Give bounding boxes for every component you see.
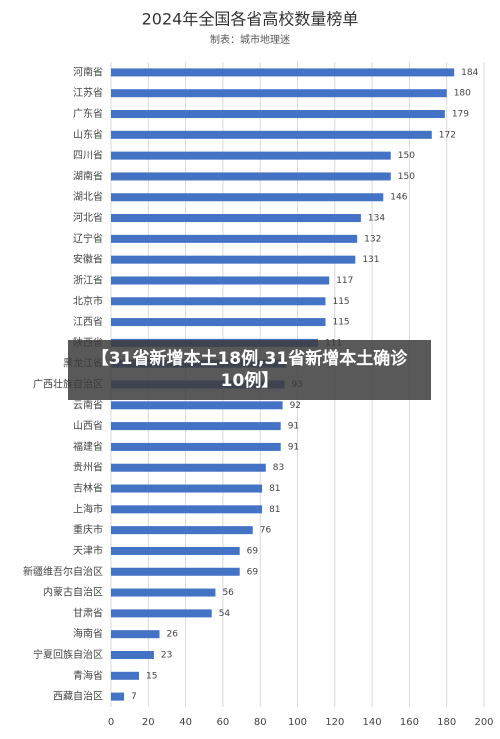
y-tick-label: 青海省 bbox=[73, 669, 103, 682]
value-label: 81 bbox=[269, 505, 280, 515]
value-label: 7 bbox=[131, 692, 137, 702]
bar bbox=[111, 151, 391, 160]
value-label: 69 bbox=[247, 546, 259, 556]
y-tick-label: 四川省 bbox=[73, 149, 103, 162]
y-tick-label: 甘肃省 bbox=[73, 606, 103, 619]
y-tick-label: 福建省 bbox=[73, 440, 103, 453]
bar bbox=[111, 255, 356, 264]
y-tick-label: 江西省 bbox=[73, 315, 103, 328]
value-label: 146 bbox=[390, 193, 407, 203]
value-label: 81 bbox=[269, 484, 280, 494]
value-label: 172 bbox=[439, 130, 456, 140]
bar bbox=[111, 692, 125, 701]
bar bbox=[111, 130, 432, 139]
bar bbox=[111, 193, 384, 202]
x-tick-label: 60 bbox=[217, 717, 230, 728]
y-tick-label: 河南省 bbox=[73, 65, 103, 78]
bar bbox=[111, 89, 447, 98]
bar bbox=[111, 401, 283, 410]
value-label: 131 bbox=[362, 255, 379, 265]
y-tick-label: 上海市 bbox=[73, 502, 103, 515]
value-label: 23 bbox=[161, 650, 172, 660]
value-label: 132 bbox=[364, 234, 381, 244]
value-label: 92 bbox=[290, 401, 301, 411]
y-tick-label: 内蒙古自治区 bbox=[43, 586, 103, 599]
bar bbox=[111, 567, 240, 576]
value-label: 184 bbox=[461, 68, 478, 78]
bar bbox=[111, 214, 361, 223]
x-tick-label: 100 bbox=[288, 717, 307, 728]
value-label: 69 bbox=[247, 567, 259, 577]
bar bbox=[111, 588, 216, 597]
value-label: 115 bbox=[332, 318, 349, 328]
value-label: 180 bbox=[454, 89, 471, 99]
bar bbox=[111, 526, 253, 535]
y-tick-label: 宁夏回族自治区 bbox=[33, 648, 103, 661]
bar bbox=[111, 442, 281, 451]
y-tick-label: 山东省 bbox=[73, 128, 103, 141]
bar bbox=[111, 609, 212, 618]
y-tick-label: 安徽省 bbox=[73, 253, 103, 266]
y-tick-label: 辽宁省 bbox=[73, 232, 103, 245]
bar bbox=[111, 546, 240, 555]
y-tick-label: 江苏省 bbox=[73, 86, 103, 99]
bar bbox=[111, 463, 266, 472]
value-label: 83 bbox=[273, 463, 284, 473]
x-tick-label: 200 bbox=[474, 717, 493, 728]
bar bbox=[111, 650, 154, 659]
value-label: 91 bbox=[288, 442, 299, 452]
value-label: 134 bbox=[368, 214, 385, 224]
value-label: 150 bbox=[398, 151, 415, 161]
y-tick-label: 北京市 bbox=[73, 294, 103, 307]
bar bbox=[111, 297, 326, 306]
bar bbox=[111, 671, 139, 680]
x-tick-label: 180 bbox=[437, 717, 456, 728]
bar bbox=[111, 630, 160, 639]
x-tick-label: 120 bbox=[325, 717, 344, 728]
value-label: 150 bbox=[398, 172, 415, 182]
value-label: 179 bbox=[452, 110, 469, 120]
y-tick-label: 海南省 bbox=[73, 627, 103, 640]
y-tick-label: 广东省 bbox=[73, 107, 103, 120]
bar bbox=[111, 110, 445, 119]
y-tick-label: 贵州省 bbox=[73, 461, 103, 474]
news-banner: 【31省新增本土18例,31省新增本土确诊10例】 bbox=[68, 340, 431, 400]
y-tick-label: 湖北省 bbox=[73, 190, 103, 203]
y-tick-label: 重庆市 bbox=[73, 523, 103, 536]
x-tick-label: 160 bbox=[400, 717, 419, 728]
bar bbox=[111, 234, 358, 243]
x-tick-label: 20 bbox=[142, 717, 155, 728]
y-tick-label: 天津市 bbox=[73, 544, 103, 557]
chart-title: 2024年全国各省高校数量榜单 bbox=[142, 10, 359, 29]
bar bbox=[111, 172, 391, 181]
bar bbox=[111, 318, 326, 327]
bar bbox=[111, 276, 330, 285]
y-tick-label: 湖南省 bbox=[73, 169, 103, 182]
x-tick-label: 80 bbox=[254, 717, 267, 728]
value-label: 54 bbox=[219, 609, 231, 619]
x-tick-label: 0 bbox=[108, 717, 114, 728]
y-tick-label: 山西省 bbox=[73, 419, 103, 432]
value-label: 91 bbox=[288, 422, 299, 432]
y-tick-label: 新疆维吾尔自治区 bbox=[23, 565, 103, 578]
y-tick-label: 吉林省 bbox=[73, 482, 103, 495]
value-label: 26 bbox=[166, 630, 178, 640]
value-label: 76 bbox=[260, 526, 272, 536]
value-label: 15 bbox=[146, 671, 157, 681]
y-tick-label: 河北省 bbox=[73, 211, 103, 224]
y-tick-label: 西藏自治区 bbox=[53, 690, 103, 703]
value-label: 56 bbox=[222, 588, 234, 598]
chart-subtitle: 制表：城市地理迷 bbox=[210, 33, 290, 46]
value-label: 117 bbox=[336, 276, 353, 286]
x-tick-label: 140 bbox=[363, 717, 382, 728]
value-label: 115 bbox=[332, 297, 349, 307]
x-tick-label: 40 bbox=[179, 717, 192, 728]
bar bbox=[111, 484, 263, 493]
y-tick-label: 云南省 bbox=[73, 398, 103, 411]
bar bbox=[111, 505, 263, 514]
y-tick-label: 浙江省 bbox=[73, 273, 103, 286]
bar bbox=[111, 422, 281, 431]
bar bbox=[111, 68, 455, 77]
